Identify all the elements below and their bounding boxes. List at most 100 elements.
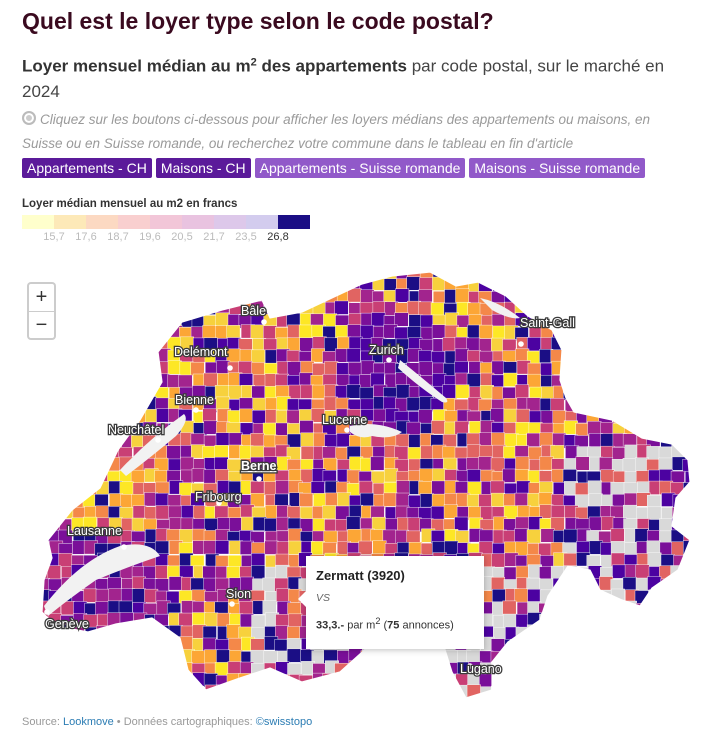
- postal-code-region[interactable]: [313, 686, 328, 700]
- postal-code-region[interactable]: [598, 278, 613, 293]
- postal-code-region[interactable]: [106, 303, 121, 317]
- postal-code-region[interactable]: [48, 411, 63, 426]
- postal-code-region[interactable]: [514, 528, 529, 543]
- postal-code-region[interactable]: [59, 650, 73, 665]
- postal-code-region[interactable]: [106, 351, 121, 366]
- postal-code-region[interactable]: [191, 650, 206, 665]
- postal-code-region[interactable]: [274, 696, 289, 700]
- postal-code-region[interactable]: [300, 290, 315, 305]
- postal-code-region[interactable]: [454, 372, 469, 387]
- postal-code-region[interactable]: [72, 374, 87, 389]
- postal-code-region[interactable]: [216, 612, 231, 627]
- postal-code-region[interactable]: [491, 685, 506, 700]
- postal-code-region[interactable]: [598, 325, 613, 340]
- postal-code-region[interactable]: [143, 638, 158, 653]
- postal-code-region[interactable]: [190, 278, 205, 293]
- postal-code-region[interactable]: [263, 325, 278, 340]
- postal-code-region[interactable]: [589, 266, 604, 281]
- postal-code-region[interactable]: [635, 290, 650, 305]
- postal-code-region[interactable]: [564, 576, 579, 591]
- postal-code-region[interactable]: [192, 505, 207, 520]
- postal-code-region[interactable]: [538, 267, 553, 282]
- postal-code-region[interactable]: [574, 265, 589, 279]
- postal-code-region[interactable]: [84, 336, 99, 351]
- postal-code-region[interactable]: [37, 398, 51, 413]
- postal-code-region[interactable]: [119, 408, 134, 423]
- postal-code-region[interactable]: [646, 278, 661, 293]
- postal-code-region[interactable]: [46, 565, 61, 580]
- postal-code-region[interactable]: [671, 337, 686, 351]
- postal-code-region[interactable]: [610, 399, 625, 413]
- postal-code-region[interactable]: [286, 409, 301, 424]
- postal-code-region[interactable]: [622, 348, 637, 363]
- postal-code-region[interactable]: [634, 337, 649, 352]
- postal-code-region[interactable]: [47, 362, 62, 377]
- postal-code-region[interactable]: [575, 288, 590, 303]
- postal-code-region[interactable]: [214, 456, 229, 471]
- postal-code-region[interactable]: [71, 421, 85, 436]
- postal-code-region[interactable]: [192, 612, 207, 627]
- postal-code-region[interactable]: [517, 277, 532, 291]
- postal-code-region[interactable]: [576, 591, 591, 605]
- postal-code-region[interactable]: [610, 482, 625, 496]
- postal-code-region[interactable]: [598, 302, 613, 317]
- postal-code-region[interactable]: [59, 421, 74, 436]
- postal-code-region[interactable]: [503, 685, 517, 700]
- postal-code-region[interactable]: [478, 338, 493, 353]
- postal-code-region[interactable]: [598, 614, 613, 629]
- postal-code-region[interactable]: [370, 456, 385, 471]
- postal-code-region[interactable]: [684, 290, 699, 305]
- postal-code-region[interactable]: [47, 372, 62, 387]
- postal-code-region[interactable]: [334, 300, 349, 315]
- postal-code-region[interactable]: [299, 492, 314, 507]
- postal-code-region[interactable]: [155, 492, 169, 507]
- postal-code-region[interactable]: [408, 698, 422, 700]
- postal-code-region[interactable]: [623, 409, 637, 424]
- postal-code-region[interactable]: [203, 577, 218, 592]
- postal-code-region[interactable]: [84, 696, 99, 700]
- postal-code-region[interactable]: [360, 360, 375, 375]
- postal-code-region[interactable]: [469, 699, 483, 700]
- postal-code-region[interactable]: [526, 432, 541, 447]
- postal-code-region[interactable]: [611, 326, 626, 340]
- postal-code-region[interactable]: [58, 637, 73, 652]
- postal-code-region[interactable]: [60, 348, 75, 363]
- postal-code-region[interactable]: [336, 433, 351, 448]
- postal-code-region[interactable]: [190, 361, 205, 376]
- postal-code-region[interactable]: [576, 350, 591, 365]
- postal-code-region[interactable]: [155, 505, 170, 520]
- postal-code-region[interactable]: [202, 408, 217, 423]
- postal-code-region[interactable]: [407, 265, 421, 279]
- postal-code-region[interactable]: [684, 516, 699, 531]
- postal-code-region[interactable]: [574, 684, 589, 699]
- postal-code-region[interactable]: [540, 276, 555, 291]
- postal-code-region[interactable]: [178, 374, 193, 389]
- postal-code-region[interactable]: [121, 289, 136, 303]
- postal-code-region[interactable]: [563, 266, 578, 280]
- postal-code-region[interactable]: [648, 410, 663, 425]
- postal-code-region[interactable]: [623, 625, 638, 639]
- postal-code-region[interactable]: [107, 627, 122, 642]
- postal-code-region[interactable]: [107, 662, 121, 677]
- postal-code-region[interactable]: [660, 410, 675, 425]
- postal-code-region[interactable]: [563, 661, 577, 676]
- postal-code-region[interactable]: [480, 699, 494, 700]
- postal-code-region[interactable]: [239, 408, 254, 423]
- postal-code-region[interactable]: [359, 265, 374, 279]
- postal-code-region[interactable]: [58, 337, 73, 352]
- postal-code-region[interactable]: [588, 313, 603, 328]
- postal-code-region[interactable]: [516, 480, 531, 495]
- postal-code-region[interactable]: [36, 457, 50, 472]
- postal-code-region[interactable]: [166, 445, 181, 460]
- postal-code-region[interactable]: [600, 433, 615, 448]
- postal-code-region[interactable]: [395, 492, 410, 507]
- postal-code-region[interactable]: [478, 493, 493, 508]
- postal-code-region[interactable]: [684, 614, 698, 629]
- postal-code-region[interactable]: [95, 434, 109, 448]
- postal-code-region[interactable]: [587, 613, 602, 628]
- postal-code-region[interactable]: [610, 528, 625, 543]
- postal-code-region[interactable]: [623, 267, 638, 281]
- postal-code-region[interactable]: [671, 279, 686, 293]
- postal-code-region[interactable]: [563, 386, 577, 401]
- postal-code-region[interactable]: [527, 686, 542, 700]
